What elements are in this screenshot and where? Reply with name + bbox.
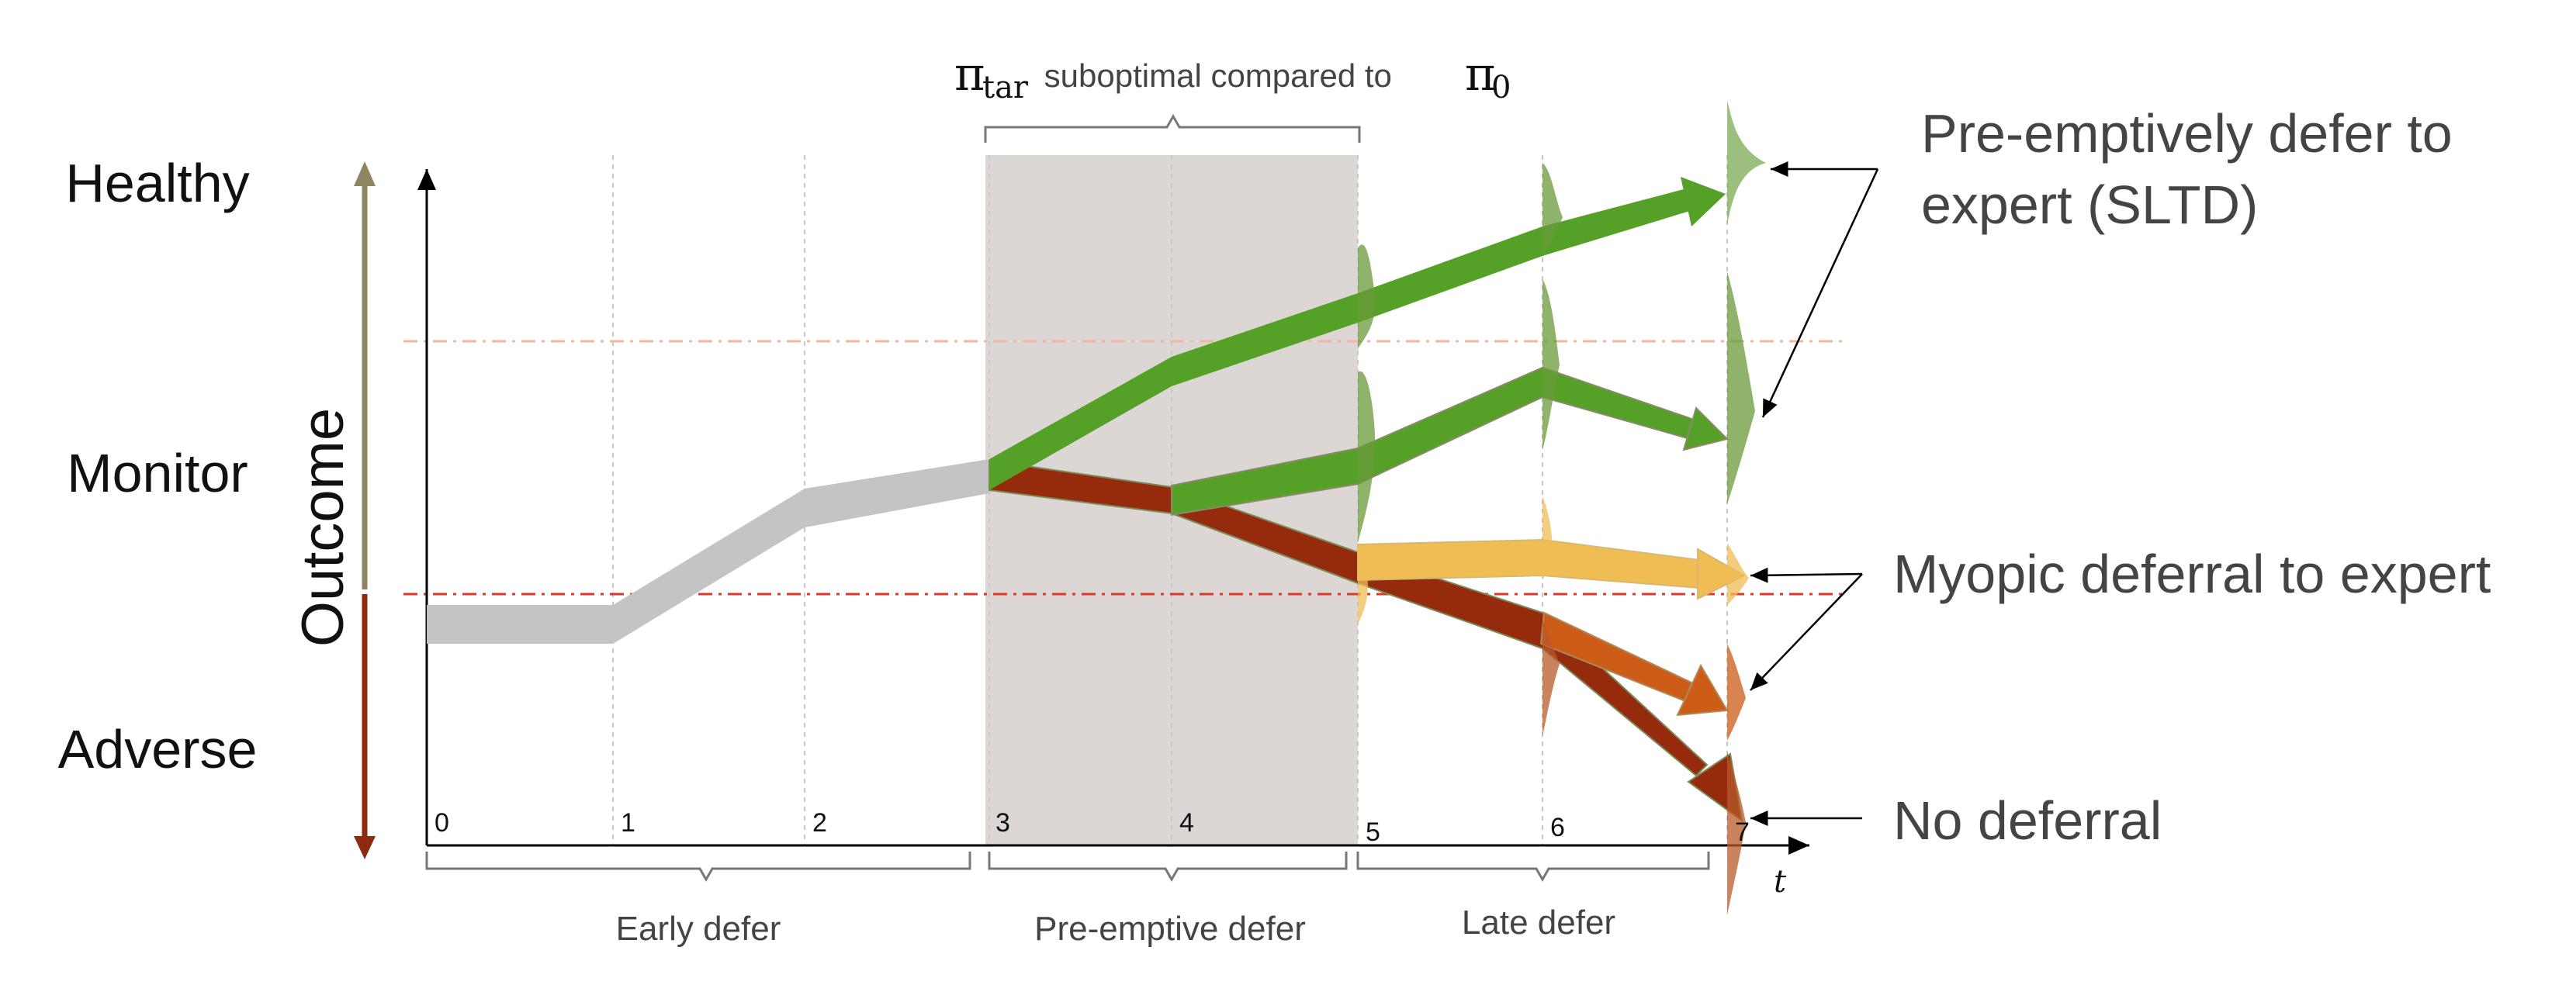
phase-brackets: [425, 852, 1710, 883]
phase-label-early: Early defer: [616, 910, 781, 948]
gray-trajectory: [427, 459, 989, 644]
time-axis-label: t: [1774, 864, 1787, 900]
tick-5: 5: [1366, 817, 1380, 847]
label-preemptive-line1: Pre-emptively defer to: [1921, 103, 2453, 164]
pi-0-subscript: 0: [1491, 70, 1511, 105]
green-upper-trajectory: [989, 177, 1726, 490]
outcome-direction-arrow: [354, 161, 376, 859]
top-annotation-text: suboptimal compared to: [1035, 57, 1401, 94]
label-preemptive-line2: expert (SLTD): [1921, 175, 2258, 235]
late-deferral-trajectory: [1539, 611, 1729, 717]
label-myopic: Myopic deferral to expert: [1893, 544, 2491, 604]
pi-0-symbol: π: [1465, 47, 1495, 102]
phase-label-late: Late defer: [1462, 904, 1615, 942]
outcome-axis-title: Outcome: [290, 408, 356, 647]
annotation-pointers: [1750, 161, 1879, 826]
tick-0: 0: [435, 808, 449, 838]
top-annotation: π tar suboptimal compared to π 0: [954, 47, 1511, 105]
label-no-deferral: No deferral: [1893, 790, 2162, 851]
time-tick-labels: 0 1 2 3 4 5 6 7: [435, 808, 1750, 847]
tick-6: 6: [1550, 813, 1565, 842]
tick-7: 7: [1735, 817, 1750, 847]
tick-4: 4: [1179, 808, 1194, 838]
top-bracket: [984, 113, 1361, 143]
distribution-curves: [1358, 101, 1766, 915]
tick-1: 1: [621, 808, 635, 838]
tick-3: 3: [995, 808, 1010, 838]
level-healthy: Healthy: [65, 153, 249, 213]
level-monitor: Monitor: [67, 443, 248, 503]
tick-2: 2: [812, 808, 827, 838]
phase-label-preemptive: Pre-emptive defer: [1034, 910, 1306, 948]
pi-tar-symbol: π: [954, 47, 985, 102]
green-lower-trajectory: [1171, 366, 1729, 517]
level-adverse: Adverse: [58, 719, 258, 779]
pi-tar-subscript: tar: [982, 70, 1029, 105]
